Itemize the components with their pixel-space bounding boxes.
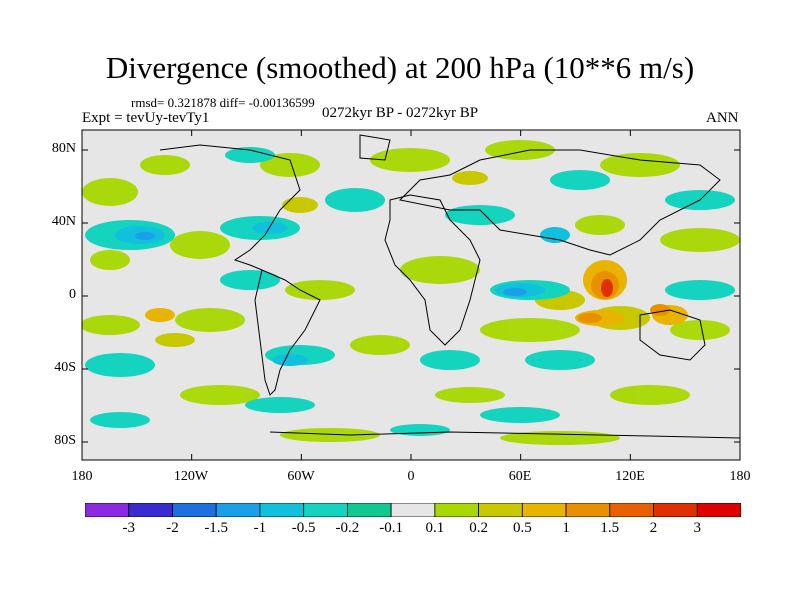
lat-tick-label: 40N [51, 214, 76, 229]
lon-tick-label: 0 [407, 469, 415, 484]
season-label: ANN [706, 110, 739, 126]
colorbar-swatch [215, 503, 261, 517]
axis-ticks [81, 130, 741, 460]
colorbar-label: -0.1 [379, 520, 403, 536]
colorbar-label: 2 [649, 520, 658, 536]
lat-tick-label: 80S [54, 433, 76, 448]
plot-title: Divergence (smoothed) at 200 hPa (10**6 … [105, 50, 695, 85]
lon-tick-label: 180 [729, 469, 751, 484]
colorbar-swatch [259, 503, 305, 517]
map-background [82, 130, 740, 460]
colorbar-label: 0.5 [512, 520, 532, 536]
colorbar-swatch [346, 503, 392, 517]
lat-tick-label: 80N [51, 141, 76, 156]
colorbar-label: 0.2 [469, 520, 488, 536]
lon-tick-label: 120E [615, 469, 645, 484]
colorbar-swatch [696, 503, 741, 517]
lat-tick-label: 40S [54, 360, 76, 375]
experiment-label: Expt = tevUy-tevTy1 [82, 110, 210, 126]
colorbar-label: 1 [562, 520, 570, 536]
colorbar-label: -1.5 [204, 520, 229, 536]
colorbar-label: -3 [122, 520, 135, 536]
colorbar-swatch [521, 503, 567, 517]
colorbar-label: -0.2 [335, 520, 360, 536]
colorbar-swatch [85, 503, 130, 517]
colorbar-swatch [565, 503, 611, 517]
colorbar-swatch [653, 503, 698, 517]
colorbar-swatch [128, 503, 173, 517]
colorbar-swatch [609, 503, 654, 517]
coastlines [159, 134, 740, 439]
colorbar-swatch [172, 503, 217, 517]
lon-tick-label: 60E [508, 469, 532, 484]
colorbar-swatch [303, 503, 348, 517]
colorbar-label: -2 [166, 520, 179, 536]
colorbar-swatch [390, 503, 436, 517]
colorbar-label: -1 [253, 520, 267, 536]
lat-tick-label: 0 [69, 287, 76, 302]
colorbar-swatch [478, 503, 523, 517]
colorbar-label: 1.5 [600, 520, 620, 536]
period-label: 0272kyr BP - 0272kyr BP [322, 105, 479, 121]
colorbar-swatch [434, 503, 480, 517]
lon-tick-label: 60W [287, 469, 315, 484]
colorbar-label: 0.1 [425, 520, 445, 536]
stats-text: rmsd= 0.321878 diff= -0.00136599 [131, 95, 315, 110]
divergence-field [82, 140, 740, 445]
colorbar-label: 3 [693, 520, 702, 536]
colorbar [85, 503, 741, 517]
lon-tick-label: 180 [71, 469, 93, 484]
colorbar-label: -0.5 [291, 520, 316, 536]
lon-tick-label: 120W [173, 469, 209, 484]
